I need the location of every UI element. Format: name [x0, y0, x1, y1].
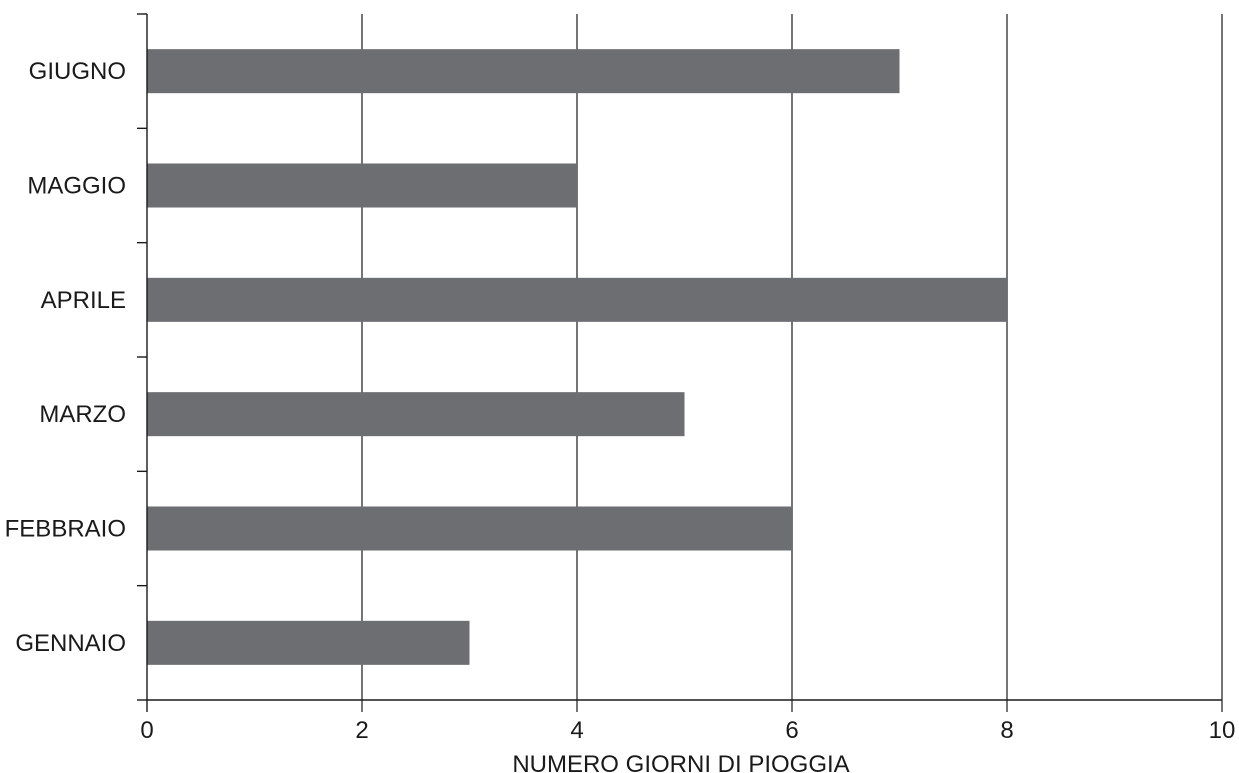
category-label-aprile: APRILE [41, 287, 126, 314]
category-label-maggio: MAGGIO [27, 173, 126, 200]
bar-gennaio [147, 620, 470, 665]
x-tick-label-6: 6 [785, 717, 798, 744]
x-tick-label-2: 2 [355, 717, 368, 744]
category-label-febbraio: FEBBRAIO [5, 516, 126, 543]
bar-febbraio [147, 506, 792, 551]
bars-layer [147, 49, 1007, 665]
labels-layer: GENNAIO FEBBRAIO MARZO APRILE MAGGIO GIUGNO 0 2… [5, 58, 1236, 744]
bar-giugno [147, 49, 900, 94]
x-tick-label-4: 4 [570, 717, 583, 744]
x-tick-label-10: 10 [1209, 717, 1236, 744]
x-tick-label-0: 0 [140, 717, 153, 744]
grid-layer [361, 14, 1223, 712]
category-label-gennaio: GENNAIO [15, 630, 126, 657]
category-label-giugno: GIUGNO [29, 58, 126, 85]
x-tick-label-8: 8 [1000, 717, 1013, 744]
bar-maggio [147, 163, 577, 208]
bar-marzo [147, 392, 685, 437]
x-axis-title: NUMERO GIORNI DI PIOGGIA [512, 751, 849, 773]
bar-aprile [147, 277, 1007, 322]
category-label-marzo: MARZO [39, 401, 126, 428]
axis-layer [137, 13, 1222, 712]
